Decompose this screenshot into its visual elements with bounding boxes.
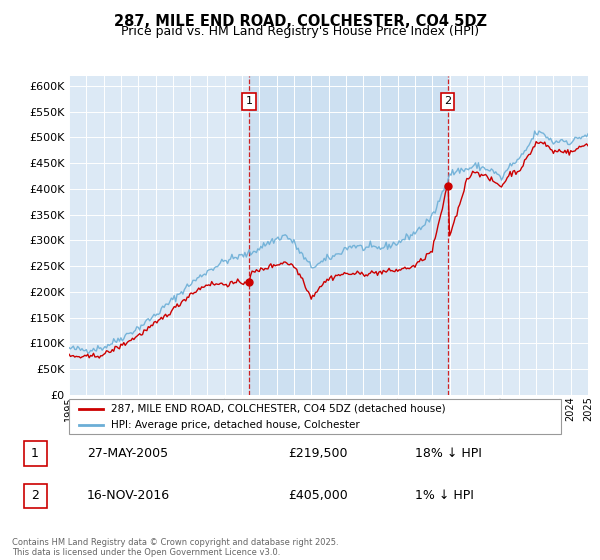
Bar	[249, 76, 448, 395]
Bar	[23, 441, 47, 465]
Text: 18% ↓ HPI: 18% ↓ HPI	[415, 447, 482, 460]
Text: 287, MILE END ROAD, COLCHESTER, CO4 5DZ (detached house): 287, MILE END ROAD, COLCHESTER, CO4 5DZ …	[111, 404, 445, 414]
Text: 16-NOV-2016: 16-NOV-2016	[87, 489, 170, 502]
Bar	[23, 484, 47, 508]
Text: 1% ↓ HPI: 1% ↓ HPI	[415, 489, 474, 502]
Text: 2: 2	[31, 489, 39, 502]
Text: Price paid vs. HM Land Registry's House Price Index (HPI): Price paid vs. HM Land Registry's House …	[121, 25, 479, 38]
Text: 1: 1	[245, 96, 253, 106]
Text: £405,000: £405,000	[289, 489, 348, 502]
Text: £219,500: £219,500	[289, 447, 348, 460]
Text: 1: 1	[31, 447, 39, 460]
Text: 27-MAY-2005: 27-MAY-2005	[87, 447, 168, 460]
Text: 2: 2	[444, 96, 451, 106]
Text: Contains HM Land Registry data © Crown copyright and database right 2025.
This d: Contains HM Land Registry data © Crown c…	[12, 538, 338, 557]
Text: HPI: Average price, detached house, Colchester: HPI: Average price, detached house, Colc…	[111, 419, 359, 430]
Text: 287, MILE END ROAD, COLCHESTER, CO4 5DZ: 287, MILE END ROAD, COLCHESTER, CO4 5DZ	[113, 14, 487, 29]
